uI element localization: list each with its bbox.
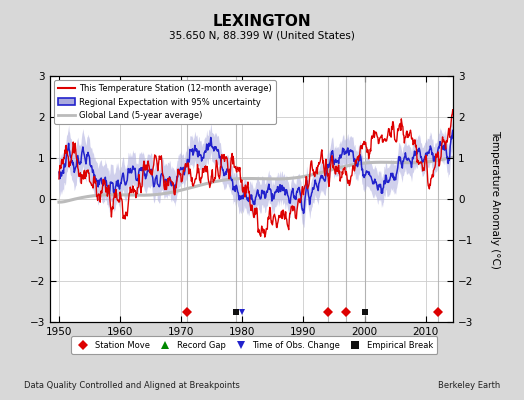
Legend: This Temperature Station (12-month average), Regional Expectation with 95% uncer: This Temperature Station (12-month avera… — [54, 80, 276, 124]
Text: Data Quality Controlled and Aligned at Breakpoints: Data Quality Controlled and Aligned at B… — [24, 381, 239, 390]
Legend: Station Move, Record Gap, Time of Obs. Change, Empirical Break: Station Move, Record Gap, Time of Obs. C… — [71, 336, 438, 354]
Y-axis label: Temperature Anomaly (°C): Temperature Anomaly (°C) — [490, 130, 500, 268]
Text: LEXINGTON: LEXINGTON — [213, 14, 311, 29]
Text: 35.650 N, 88.399 W (United States): 35.650 N, 88.399 W (United States) — [169, 30, 355, 40]
Text: Berkeley Earth: Berkeley Earth — [438, 381, 500, 390]
